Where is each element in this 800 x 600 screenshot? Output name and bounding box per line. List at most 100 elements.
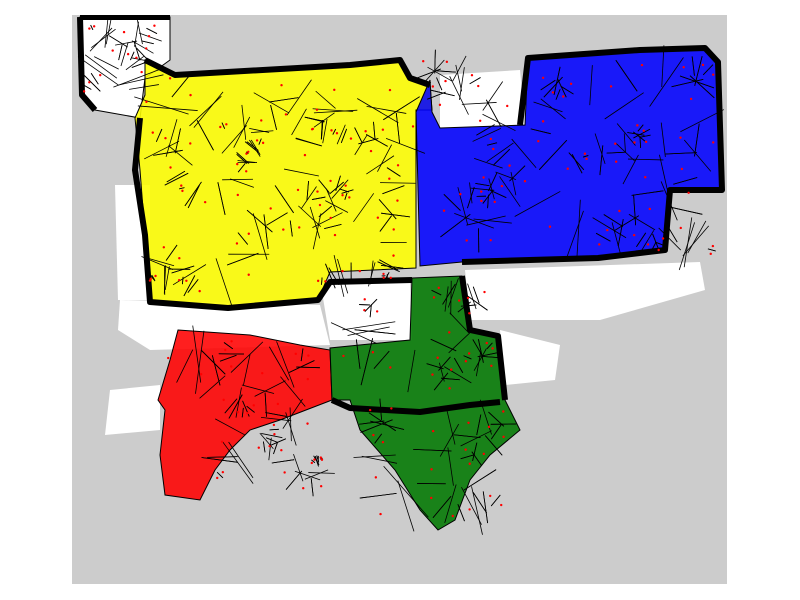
- cell-edge: [583, 155, 589, 158]
- seed-point: [307, 354, 310, 357]
- seed-point: [203, 200, 207, 204]
- cell-edge: [90, 24, 94, 31]
- seed-point: [151, 131, 154, 134]
- cell-edge: [381, 212, 411, 218]
- cell-edge: [359, 420, 385, 425]
- seed-point: [396, 199, 399, 202]
- cell-edge: [457, 504, 465, 522]
- seed-point: [189, 142, 192, 145]
- cell-edge: [623, 133, 626, 153]
- seed-point: [324, 280, 327, 283]
- cell-edge: [108, 35, 128, 48]
- seed-point: [709, 252, 712, 256]
- seed-point: [154, 274, 157, 278]
- cell-edge: [377, 261, 400, 272]
- cell-edge: [430, 338, 457, 352]
- seed-point: [363, 308, 366, 312]
- cell-edge: [207, 456, 238, 458]
- cell-edge: [377, 144, 392, 172]
- cell-edge: [436, 77, 443, 91]
- cell-edge: [452, 55, 467, 82]
- seed-point: [268, 444, 271, 448]
- cell-edge: [592, 217, 627, 239]
- cell-edge: [145, 257, 175, 267]
- cell-edge: [490, 190, 507, 198]
- seed-point: [438, 103, 442, 107]
- seed-point: [609, 85, 613, 88]
- seed-point: [482, 176, 485, 179]
- cell-edge: [144, 140, 180, 160]
- cell-edge: [595, 232, 611, 242]
- seed-point: [485, 341, 488, 345]
- cell-edge: [636, 232, 647, 247]
- seed-point: [145, 100, 148, 104]
- cell-edge: [441, 377, 460, 381]
- seed-point: [168, 77, 172, 80]
- seed-point: [260, 119, 263, 122]
- cell-edge: [294, 470, 321, 481]
- cell-edge: [472, 492, 487, 514]
- cell-edge: [227, 252, 259, 266]
- cell-edge: [611, 222, 622, 258]
- cell-edge: [475, 350, 482, 377]
- cell-edge: [509, 165, 526, 182]
- cell-edge: [383, 96, 420, 121]
- cell-edge: [604, 92, 644, 120]
- cell-edge: [354, 329, 396, 335]
- cell-edge: [296, 366, 320, 369]
- cell-edge: [172, 264, 207, 286]
- cell-edge: [682, 225, 710, 257]
- cell-edge: [649, 57, 684, 107]
- seed-point: [636, 124, 639, 127]
- seed-point: [480, 190, 483, 193]
- cell-edge: [233, 116, 251, 148]
- seed-point: [390, 407, 393, 410]
- cell-edge: [687, 220, 707, 254]
- cell-edge: [382, 185, 405, 195]
- seed-point: [180, 184, 183, 187]
- seed-point: [442, 209, 446, 212]
- seed-point: [598, 243, 601, 246]
- cell-edge: [216, 471, 224, 479]
- seed-point: [316, 190, 319, 193]
- cell-edge: [195, 330, 205, 394]
- seed-point: [341, 269, 344, 273]
- cell-edge: [268, 437, 272, 461]
- seed-point: [489, 238, 492, 242]
- seed-point: [302, 487, 305, 490]
- cell-edge: [671, 78, 704, 88]
- occupancy-map: [72, 15, 727, 584]
- seed-point: [315, 108, 319, 111]
- cell-edge: [243, 354, 251, 386]
- cell-edge: [484, 435, 503, 456]
- seed-point: [490, 364, 493, 367]
- seed-point: [467, 421, 470, 424]
- seed-point: [466, 296, 470, 300]
- seed-point: [381, 440, 385, 444]
- seed-point: [82, 90, 86, 93]
- cell-edge: [134, 96, 189, 115]
- cell-edge: [249, 127, 270, 133]
- cell-edge: [241, 384, 275, 394]
- cell-edge: [631, 190, 664, 196]
- cell-edge: [415, 68, 441, 80]
- cell-edge: [353, 193, 375, 223]
- cell-edge: [163, 265, 167, 294]
- seed-point: [164, 136, 167, 140]
- cell-edge: [553, 66, 561, 95]
- seed-point: [388, 177, 391, 180]
- cell-edge: [306, 180, 309, 201]
- cell-edge: [560, 85, 574, 95]
- cell-edge: [472, 286, 480, 304]
- cell-edge: [119, 74, 164, 86]
- cell-edge: [276, 341, 295, 388]
- cell-edge: [244, 141, 259, 153]
- seed-point: [255, 139, 259, 142]
- cell-edge: [370, 420, 405, 430]
- cell-edge: [357, 98, 399, 124]
- cell-edge: [555, 89, 561, 100]
- cell-edge: [268, 346, 290, 381]
- cell-edge: [324, 223, 342, 230]
- seed-point: [169, 166, 172, 169]
- cell-edge: [246, 151, 249, 154]
